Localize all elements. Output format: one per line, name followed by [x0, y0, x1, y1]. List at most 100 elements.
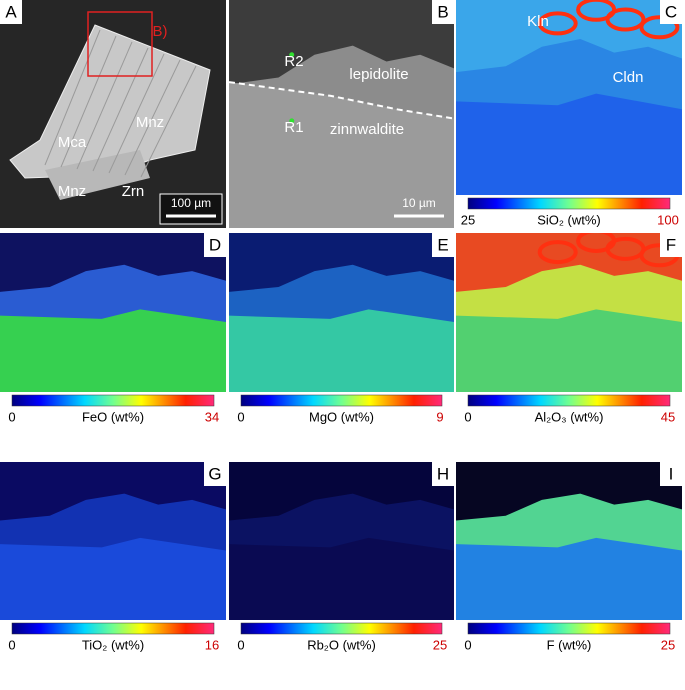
phase-blob	[576, 0, 617, 22]
phase-blob	[537, 240, 578, 265]
spot	[289, 52, 295, 58]
cleavage	[60, 35, 117, 168]
colorbar	[467, 197, 671, 210]
letter-box	[432, 462, 454, 486]
colorbar	[240, 622, 443, 635]
panel-letter: C	[665, 2, 677, 21]
label: Kln	[527, 13, 549, 30]
crystal-lower	[45, 150, 150, 200]
colorbar-label: TiO₂ (wt%)	[82, 637, 144, 652]
colorbar	[11, 622, 215, 635]
colorbar	[11, 394, 215, 407]
colorbar-label: Al₂O₃ (wt%)	[535, 409, 604, 424]
colorbar	[467, 394, 671, 407]
panel-letter: A	[5, 2, 17, 21]
letter-box	[204, 462, 226, 486]
colorbar-max: 34	[205, 409, 219, 424]
lower-mineral	[229, 537, 454, 620]
label: Cldn	[613, 69, 644, 86]
letter-box	[432, 0, 454, 24]
label: zinnwaldite	[330, 121, 404, 138]
lower-mineral	[229, 82, 454, 228]
colorbar-min: 0	[237, 409, 244, 424]
cleavage	[124, 59, 181, 176]
image	[0, 233, 226, 392]
image	[0, 0, 226, 228]
colorbar-max: 9	[436, 409, 443, 424]
colorbar-min: 0	[8, 637, 15, 652]
colorbar-min: 25	[461, 212, 475, 227]
label: Mca	[58, 134, 87, 151]
panel-letter: H	[437, 464, 449, 483]
lower-mineral	[0, 309, 226, 392]
colorbar-label: F (wt%)	[547, 637, 592, 652]
panel: R2 lepidolite R1 zinnwaldite 10 µm B	[229, 0, 454, 228]
panel-letter: E	[437, 235, 448, 254]
label: R1	[284, 119, 303, 136]
phase-blob	[576, 233, 617, 253]
letter-box	[0, 0, 22, 24]
scale-box	[159, 193, 223, 225]
colorbar	[467, 622, 671, 635]
phase-blob	[537, 11, 578, 36]
panel: I 0 25 F (wt%)	[456, 462, 682, 652]
label: Mnz	[58, 183, 86, 200]
panel: H 0 25 Rb₂O (wt%)	[229, 462, 454, 652]
colorbar-label: FeO (wt%)	[82, 409, 144, 424]
image	[229, 462, 454, 620]
panel: D 0 34 FeO (wt%)	[0, 233, 226, 424]
panel: G 0 16 TiO₂ (wt%)	[0, 462, 226, 652]
image	[456, 462, 682, 620]
cleavage	[92, 47, 149, 172]
cleavage	[44, 29, 101, 166]
colorbar-max: 25	[661, 637, 675, 652]
lower-mineral	[456, 309, 682, 392]
letter-box	[660, 233, 682, 257]
colorbar-label: SiO₂ (wt%)	[537, 212, 601, 227]
cleavage	[76, 41, 133, 170]
scale-text: 10 µm	[402, 196, 436, 210]
lower-mineral	[456, 93, 682, 195]
letter-box	[660, 462, 682, 486]
image	[456, 233, 682, 392]
boundary	[229, 81, 454, 120]
image	[229, 233, 454, 392]
colorbar-min: 0	[464, 637, 471, 652]
image	[0, 462, 226, 620]
colorbar	[240, 394, 443, 407]
colorbar-max: 25	[433, 637, 447, 652]
cleavage	[108, 53, 165, 174]
image	[456, 0, 682, 195]
label: Mnz	[136, 114, 164, 131]
panel-letter: B	[437, 2, 448, 21]
colorbar-min: 0	[8, 409, 15, 424]
panel: E 0 9 MgO (wt%)	[229, 233, 454, 424]
lower-mineral	[456, 537, 682, 620]
panel: F 0 45 Al₂O₃ (wt%)	[456, 233, 682, 424]
colorbar-label: Rb₂O (wt%)	[307, 637, 376, 652]
colorbar-label: MgO (wt%)	[309, 409, 374, 424]
colorbar-min: 0	[464, 409, 471, 424]
label: B)	[153, 23, 168, 40]
colorbar-max: 45	[661, 409, 675, 424]
colorbar-min: 0	[237, 637, 244, 652]
panel: B) Mnz Mca Mnz Zrn 100 µm A	[0, 0, 226, 228]
letter-box	[204, 233, 226, 257]
cleavage	[140, 65, 197, 178]
lower-mineral	[0, 537, 226, 620]
letter-box	[432, 233, 454, 257]
letter-box	[660, 0, 682, 24]
panel-letter: F	[666, 235, 676, 254]
panel-letter: I	[669, 464, 674, 483]
spot	[289, 118, 295, 124]
phase-blob	[639, 15, 680, 40]
label: lepidolite	[349, 66, 408, 83]
panel-letter: D	[209, 235, 221, 254]
lower-mineral	[229, 309, 454, 392]
label: Zrn	[122, 183, 145, 200]
inset-box	[87, 11, 153, 77]
label: R2	[284, 53, 303, 70]
colorbar-max: 100	[657, 212, 679, 227]
colorbar-max: 16	[205, 637, 219, 652]
